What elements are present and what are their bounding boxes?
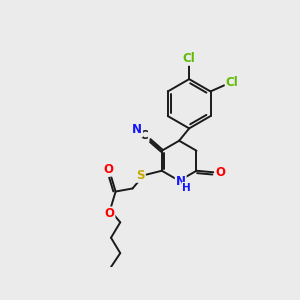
Text: O: O (215, 166, 225, 179)
Text: H: H (182, 183, 191, 193)
Text: O: O (104, 207, 115, 220)
Text: Cl: Cl (183, 52, 196, 65)
Text: Cl: Cl (226, 76, 238, 89)
Text: N: N (132, 123, 142, 136)
Text: O: O (103, 163, 113, 176)
Text: N: N (176, 175, 186, 188)
Text: C: C (140, 129, 148, 142)
Text: S: S (136, 169, 145, 182)
